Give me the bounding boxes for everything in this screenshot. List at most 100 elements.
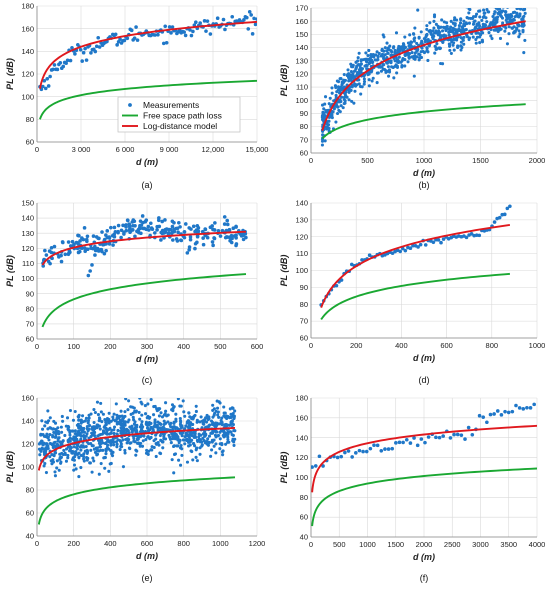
y-tick-label: 90 (300, 109, 308, 118)
measurement-point (40, 419, 44, 423)
measurement-point (483, 3, 486, 6)
measurement-point (434, 435, 438, 440)
x-tick-label: 1000 (416, 156, 433, 165)
measurement-point (515, 11, 519, 15)
measurement-point (144, 218, 149, 223)
measurement-point (185, 251, 190, 255)
measurement-point (112, 425, 117, 429)
measurement-point (145, 426, 150, 430)
measurement-point (111, 418, 115, 422)
measurement-point (225, 218, 230, 223)
measurement-point (351, 65, 355, 69)
measurement-point (440, 34, 444, 38)
measurement-point (220, 416, 224, 420)
measurement-point (149, 448, 153, 452)
measurement-point (85, 432, 89, 436)
measurement-point (224, 431, 229, 435)
measurement-point (350, 99, 354, 103)
x-tick-label: 3000 (472, 540, 489, 549)
measurement-point (330, 91, 334, 95)
measurement-point (366, 54, 370, 58)
measurement-point (73, 432, 77, 436)
measurement-point (169, 441, 173, 445)
measurement-point (99, 247, 104, 252)
measurement-point (497, 4, 500, 7)
legend-label: Measurements (143, 100, 199, 110)
measurement-point (160, 219, 164, 224)
measurement-point (111, 415, 115, 419)
measurement-point (84, 434, 88, 438)
measurement-point (497, 215, 502, 220)
measurement-point (393, 59, 397, 63)
measurement-point (164, 409, 168, 413)
measurement-point (500, 16, 505, 20)
measurement-point (194, 448, 198, 452)
measurement-point (179, 404, 183, 408)
measurement-point (48, 74, 52, 79)
measurement-point (391, 46, 396, 50)
measurement-point (218, 437, 222, 441)
measurement-point (522, 51, 526, 55)
measurement-point (327, 119, 331, 123)
plot-area (311, 402, 537, 527)
measurement-point (166, 420, 170, 424)
measurement-point (357, 82, 361, 86)
measurement-point (58, 440, 62, 444)
measurement-point (448, 37, 452, 42)
measurement-point (56, 426, 60, 430)
measurement-point (213, 221, 217, 225)
measurement-point (395, 71, 399, 75)
measurement-point (156, 32, 160, 37)
measurement-point (166, 231, 171, 235)
measurement-point (154, 454, 158, 458)
measurement-point (85, 234, 90, 239)
measurement-point (387, 68, 392, 72)
measurement-point (327, 102, 331, 106)
measurement-point (64, 459, 68, 463)
measurement-point (374, 53, 378, 57)
measurement-point (127, 222, 132, 226)
x-tick-label: 1000 (529, 341, 546, 350)
measurement-point (136, 434, 141, 438)
measurement-point (228, 423, 233, 427)
measurement-point (415, 443, 420, 448)
y-tick-label: 160 (21, 24, 34, 33)
measurement-point (129, 28, 134, 33)
measurement-point (41, 264, 46, 268)
measurement-point (154, 437, 158, 441)
measurement-point (77, 455, 81, 459)
measurement-point (521, 4, 524, 7)
measurement-point (452, 41, 456, 45)
measurement-point (493, 10, 497, 14)
measurement-point (219, 419, 223, 423)
measurement-point (123, 410, 127, 414)
measurement-point (125, 218, 130, 222)
measurement-point (380, 52, 385, 56)
measurement-point (357, 78, 361, 82)
measurement-point (101, 242, 105, 247)
measurement-point (138, 417, 142, 421)
measurement-point (93, 246, 98, 251)
measurement-point (437, 435, 442, 440)
measurement-point (367, 84, 371, 88)
measurement-point (41, 84, 45, 89)
measurement-point (321, 133, 325, 137)
measurement-point (498, 36, 503, 41)
y-tick-label: 100 (295, 96, 308, 105)
measurement-point (230, 14, 235, 19)
measurement-point (467, 11, 471, 15)
measurement-point (491, 20, 495, 24)
measurement-point (356, 56, 360, 60)
measurement-point (84, 416, 88, 420)
measurement-point (77, 233, 81, 238)
x-tick-label: 200 (350, 341, 363, 350)
measurement-point (229, 240, 234, 245)
measurement-point (525, 405, 529, 410)
x-tick-label: 2000 (529, 156, 546, 165)
measurement-point (447, 33, 451, 37)
measurement-point (79, 433, 83, 438)
measurement-point (502, 212, 507, 217)
measurement-point (64, 424, 68, 428)
measurement-point (364, 51, 368, 55)
measurement-point (519, 4, 522, 7)
